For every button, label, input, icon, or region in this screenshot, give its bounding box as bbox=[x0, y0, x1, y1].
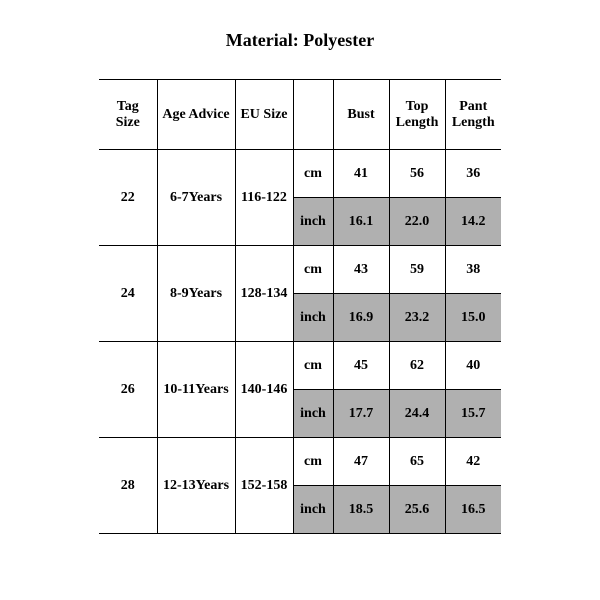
cell-unit-inch: inch bbox=[293, 294, 333, 342]
cell-unit-inch: inch bbox=[293, 390, 333, 438]
cell-age-advice: 10-11Years bbox=[157, 342, 235, 438]
cell-top: 23.2 bbox=[389, 294, 445, 342]
col-age-advice: Age Advice bbox=[157, 80, 235, 150]
cell-unit-inch: inch bbox=[293, 198, 333, 246]
cell-age-advice: 8-9Years bbox=[157, 246, 235, 342]
cell-top: 24.4 bbox=[389, 390, 445, 438]
cell-bust: 41 bbox=[333, 150, 389, 198]
cell-pant: 15.7 bbox=[445, 390, 501, 438]
cell-unit-cm: cm bbox=[293, 150, 333, 198]
page-title: Material: Polyester bbox=[0, 30, 600, 51]
cell-unit-inch: inch bbox=[293, 486, 333, 534]
table-row: 26 10-11Years 140-146 cm 45 62 40 bbox=[99, 342, 501, 390]
cell-bust: 47 bbox=[333, 438, 389, 486]
cell-pant: 36 bbox=[445, 150, 501, 198]
cell-pant: 42 bbox=[445, 438, 501, 486]
cell-eu-size: 152-158 bbox=[235, 438, 293, 534]
col-unit bbox=[293, 80, 333, 150]
cell-pant: 16.5 bbox=[445, 486, 501, 534]
cell-age-advice: 6-7Years bbox=[157, 150, 235, 246]
cell-unit-cm: cm bbox=[293, 342, 333, 390]
col-tag-size: Tag Size bbox=[99, 80, 157, 150]
cell-eu-size: 128-134 bbox=[235, 246, 293, 342]
cell-unit-cm: cm bbox=[293, 246, 333, 294]
cell-top: 22.0 bbox=[389, 198, 445, 246]
col-pant-length: Pant Length bbox=[445, 80, 501, 150]
cell-top: 62 bbox=[389, 342, 445, 390]
cell-tag-size: 22 bbox=[99, 150, 157, 246]
cell-unit-cm: cm bbox=[293, 438, 333, 486]
cell-tag-size: 28 bbox=[99, 438, 157, 534]
cell-bust: 16.1 bbox=[333, 198, 389, 246]
header-row: Tag Size Age Advice EU Size Bust Top Len… bbox=[99, 80, 501, 150]
cell-pant: 15.0 bbox=[445, 294, 501, 342]
cell-bust: 43 bbox=[333, 246, 389, 294]
cell-top: 56 bbox=[389, 150, 445, 198]
table-row: 28 12-13Years 152-158 cm 47 65 42 bbox=[99, 438, 501, 486]
cell-bust: 17.7 bbox=[333, 390, 389, 438]
size-table: Tag Size Age Advice EU Size Bust Top Len… bbox=[99, 79, 501, 534]
cell-tag-size: 24 bbox=[99, 246, 157, 342]
table-row: 22 6-7Years 116-122 cm 41 56 36 bbox=[99, 150, 501, 198]
size-chart-page: Material: Polyester Tag Size Age Advice … bbox=[0, 0, 600, 600]
cell-pant: 38 bbox=[445, 246, 501, 294]
size-table-body: 22 6-7Years 116-122 cm 41 56 36 inch 16.… bbox=[99, 150, 501, 534]
table-row: 24 8-9Years 128-134 cm 43 59 38 bbox=[99, 246, 501, 294]
cell-top: 65 bbox=[389, 438, 445, 486]
col-top-length: Top Length bbox=[389, 80, 445, 150]
cell-pant: 14.2 bbox=[445, 198, 501, 246]
cell-bust: 18.5 bbox=[333, 486, 389, 534]
col-bust: Bust bbox=[333, 80, 389, 150]
cell-eu-size: 140-146 bbox=[235, 342, 293, 438]
cell-top: 25.6 bbox=[389, 486, 445, 534]
cell-pant: 40 bbox=[445, 342, 501, 390]
cell-bust: 45 bbox=[333, 342, 389, 390]
cell-bust: 16.9 bbox=[333, 294, 389, 342]
col-eu-size: EU Size bbox=[235, 80, 293, 150]
cell-eu-size: 116-122 bbox=[235, 150, 293, 246]
cell-top: 59 bbox=[389, 246, 445, 294]
cell-age-advice: 12-13Years bbox=[157, 438, 235, 534]
cell-tag-size: 26 bbox=[99, 342, 157, 438]
